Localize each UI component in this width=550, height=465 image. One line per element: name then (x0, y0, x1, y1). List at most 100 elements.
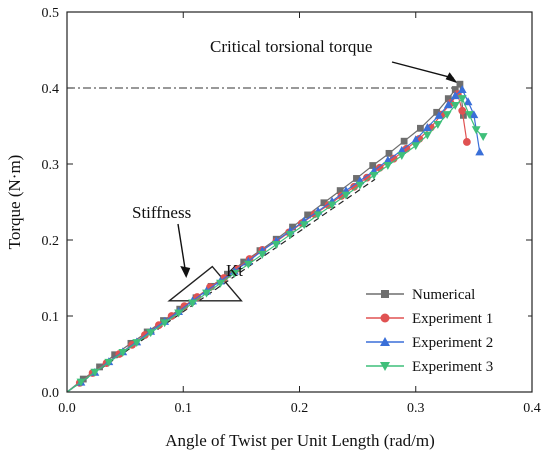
data-point (174, 309, 183, 318)
y-tick-label: 0.1 (42, 310, 60, 325)
critical-arrow-head (445, 72, 458, 84)
data-point (442, 111, 452, 119)
data-point (160, 319, 170, 328)
data-point (475, 147, 485, 156)
data-point (355, 181, 365, 190)
y-tick-label: 0.0 (42, 386, 60, 401)
x-axis-title: Angle of Twist per Unit Length (rad/m) (165, 431, 435, 450)
data-point (469, 110, 479, 119)
data-point (397, 152, 407, 161)
data-point (353, 175, 360, 182)
data-point (471, 126, 481, 135)
data-point (304, 211, 312, 219)
data-point (478, 133, 488, 142)
series-line (66, 97, 484, 393)
data-point (369, 162, 377, 169)
data-point (224, 270, 231, 278)
data-point (464, 111, 474, 119)
legend-entry: Experiment 3 (412, 359, 493, 375)
data-point (456, 80, 464, 88)
data-point (463, 138, 471, 146)
data-point (341, 191, 351, 200)
data-point (434, 110, 444, 119)
data-point (422, 131, 432, 140)
data-point (240, 258, 248, 266)
data-point (444, 95, 452, 103)
data-point (118, 348, 128, 357)
data-point (451, 86, 459, 93)
data-point (411, 142, 421, 151)
data-point (202, 289, 211, 298)
data-point (216, 279, 225, 288)
data-point (188, 299, 197, 308)
x-tick-label: 0.0 (58, 401, 76, 416)
stiffness-arrow-head (180, 266, 191, 278)
y-tick-label: 0.2 (42, 234, 60, 249)
legend-marker (381, 290, 389, 298)
data-point (146, 329, 156, 338)
data-point (285, 231, 295, 240)
plot-area-group: 0.0 0.1 0.2 0.3 0.4 0.0 0.1 0.2 0.3 0.4 0.5 (42, 6, 541, 416)
data-point (132, 339, 142, 347)
data-point (422, 123, 432, 132)
data-point (385, 149, 393, 157)
data-point (243, 260, 253, 269)
data-point (327, 201, 337, 210)
stiffness-arrow-shaft (177, 223, 186, 271)
data-point (397, 145, 407, 154)
data-point (230, 269, 239, 278)
series-3 (66, 95, 488, 393)
x-tick-label: 0.3 (407, 401, 425, 416)
data-point (313, 211, 323, 220)
series-layer (66, 80, 488, 393)
x-tick-label: 0.4 (523, 401, 541, 416)
data-point (320, 199, 328, 207)
kt-label: Kt (226, 261, 243, 280)
legend-marker (380, 337, 390, 346)
kt-triangle (167, 265, 243, 302)
data-point (383, 155, 393, 164)
critical-arrow-shaft (391, 61, 454, 79)
data-point (76, 378, 86, 387)
y-tick-label: 0.5 (42, 6, 60, 21)
legend-marker (380, 313, 390, 323)
data-point (433, 108, 441, 116)
y-axis-title: Torque (N·m) (5, 155, 24, 250)
data-point (417, 124, 424, 132)
axes: 0.0 0.1 0.2 0.3 0.4 0.0 0.1 0.2 0.3 0.4 0.5 (42, 6, 541, 416)
x-tick-label: 0.1 (175, 401, 193, 416)
data-point (411, 135, 421, 144)
data-point (90, 368, 100, 377)
legend-marker (380, 362, 390, 371)
data-point (111, 351, 119, 359)
data-point (271, 241, 281, 249)
legend-entry: Numerical (412, 287, 475, 303)
data-point (104, 358, 114, 367)
y-tick-label: 0.3 (42, 158, 60, 173)
data-point (369, 171, 379, 180)
data-point (383, 162, 393, 170)
series-line (66, 82, 465, 393)
legend-entry: Experiment 1 (412, 311, 493, 327)
x-tick-label: 0.2 (291, 401, 309, 416)
data-point (450, 91, 460, 100)
critical-torque-label: Critical torsional torque (210, 37, 372, 56)
data-point (457, 95, 467, 104)
data-point (463, 97, 473, 106)
data-point (289, 223, 296, 231)
data-point (336, 187, 344, 194)
data-point (400, 137, 408, 145)
data-point (96, 363, 103, 371)
y-tick-label: 0.4 (42, 82, 60, 97)
legend-entry: Experiment 2 (412, 335, 493, 351)
data-point (457, 85, 467, 94)
data-point (257, 250, 267, 259)
critical-torque-annotation (67, 61, 458, 89)
data-point (458, 106, 467, 115)
legend: Numerical Experiment 1 Experiment 2 Experim… (358, 280, 528, 380)
stiffness-label: Stiffness (132, 203, 191, 222)
series-line (66, 88, 481, 393)
data-point (443, 100, 453, 109)
data-point (299, 221, 309, 230)
